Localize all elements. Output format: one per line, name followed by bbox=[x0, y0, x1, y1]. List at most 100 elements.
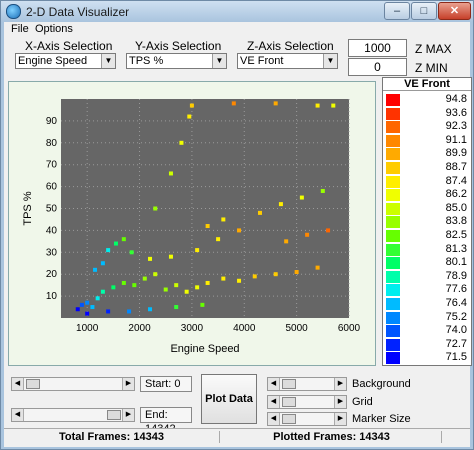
legend-row: 93.6 bbox=[383, 107, 471, 121]
scroll-right-icon[interactable]: ▶ bbox=[334, 413, 346, 425]
end-frame-field: End: 14342 bbox=[140, 407, 192, 435]
data-point bbox=[237, 228, 242, 233]
x-axis-dropdown[interactable]: Engine Speed ▼ bbox=[15, 53, 116, 69]
grid-slider[interactable]: ◀ ▶ bbox=[267, 395, 347, 409]
x-axis-dropdown-value: Engine Speed bbox=[18, 55, 88, 67]
legend-row: 82.5 bbox=[383, 229, 471, 243]
legend-value: 83.8 bbox=[445, 215, 467, 228]
data-point bbox=[331, 103, 336, 108]
scroll-right-icon[interactable]: ▶ bbox=[122, 378, 134, 390]
legend-row: 77.6 bbox=[383, 283, 471, 297]
scroll-thumb[interactable] bbox=[282, 397, 296, 407]
scroll-left-icon[interactable]: ◀ bbox=[268, 413, 280, 425]
maximize-button[interactable]: □ bbox=[411, 2, 437, 20]
background-slider[interactable]: ◀ ▶ bbox=[267, 377, 347, 391]
start-frame-scrollbar[interactable]: ◀ ▶ bbox=[11, 377, 135, 391]
legend-value: 87.4 bbox=[445, 174, 467, 187]
scroll-thumb[interactable] bbox=[282, 379, 296, 389]
data-point bbox=[315, 103, 320, 108]
legend-row: 76.4 bbox=[383, 297, 471, 311]
legend-value: 71.5 bbox=[445, 351, 467, 364]
chevron-down-icon: ▼ bbox=[212, 54, 226, 68]
x-axis-label: Engine Speed bbox=[170, 343, 239, 355]
legend-swatch bbox=[386, 189, 400, 202]
y-axis-dropdown[interactable]: TPS % ▼ bbox=[126, 53, 227, 69]
data-point bbox=[85, 300, 90, 305]
z-axis-selection-label: Z-Axis Selection bbox=[247, 39, 334, 53]
legend-swatch bbox=[386, 202, 400, 215]
legend-header: VE Front bbox=[383, 78, 471, 91]
data-point bbox=[299, 195, 304, 200]
scroll-thumb[interactable] bbox=[26, 379, 40, 389]
legend-value: 74.0 bbox=[445, 324, 467, 337]
data-point bbox=[100, 261, 105, 266]
title-bar[interactable]: 2-D Data Visualizer ‒ □ ✕ bbox=[1, 1, 473, 22]
end-frame-scrollbar[interactable]: ◀ ▶ bbox=[11, 408, 135, 422]
y-tick-label: 70 bbox=[46, 160, 58, 171]
data-point bbox=[221, 276, 226, 281]
scroll-left-icon[interactable]: ◀ bbox=[268, 396, 280, 408]
data-point bbox=[257, 210, 262, 215]
scroll-left-icon[interactable]: ◀ bbox=[12, 378, 24, 390]
legend-swatch bbox=[386, 311, 400, 324]
legend-value: 78.9 bbox=[445, 269, 467, 282]
data-point bbox=[100, 289, 105, 294]
z-max-label: Z MAX bbox=[415, 42, 452, 56]
close-button[interactable]: ✕ bbox=[438, 2, 471, 20]
legend-row: 88.7 bbox=[383, 161, 471, 175]
legend-swatch bbox=[386, 134, 400, 147]
legend-swatch bbox=[386, 298, 400, 310]
data-point bbox=[315, 265, 320, 270]
legend-row: 81.3 bbox=[383, 243, 471, 257]
legend-row: 78.9 bbox=[383, 270, 471, 284]
legend-row: 72.7 bbox=[383, 338, 471, 352]
scatter-chart[interactable]: 1000 2000 3000 4000 5000 6000 10 20 30 40 50 60 70 80… bbox=[9, 82, 375, 365]
data-point bbox=[79, 302, 84, 307]
data-point bbox=[179, 140, 184, 145]
menu-options[interactable]: Options bbox=[35, 23, 73, 35]
scroll-right-icon[interactable]: ▶ bbox=[334, 378, 346, 390]
data-point bbox=[111, 285, 116, 290]
marker-size-slider[interactable]: ◀ ▶ bbox=[267, 412, 347, 426]
scroll-right-icon[interactable]: ▶ bbox=[334, 396, 346, 408]
data-point bbox=[113, 241, 118, 246]
legend-swatch bbox=[386, 230, 400, 242]
x-axis-selection-label: X-Axis Selection bbox=[25, 39, 113, 53]
data-point bbox=[168, 171, 173, 176]
legend-value: 75.2 bbox=[445, 310, 467, 323]
data-point bbox=[148, 307, 153, 312]
plot-data-button[interactable]: Plot Data bbox=[201, 374, 257, 424]
data-point bbox=[129, 250, 134, 255]
data-point bbox=[174, 283, 179, 288]
legend-value: 86.2 bbox=[445, 188, 467, 201]
scroll-right-icon[interactable]: ▶ bbox=[122, 409, 134, 421]
data-point bbox=[294, 270, 299, 275]
legend-value: 85.0 bbox=[445, 201, 467, 214]
total-frames-status: Total Frames: 14343 bbox=[4, 431, 220, 443]
z-min-input[interactable]: 0 bbox=[348, 58, 407, 76]
minimize-button[interactable]: ‒ bbox=[384, 2, 410, 20]
legend-row: 80.1 bbox=[383, 256, 471, 270]
legend-swatch bbox=[386, 162, 400, 174]
plot-panel: 1000 2000 3000 4000 5000 6000 10 20 30 40 50 60 70 80… bbox=[8, 81, 376, 366]
menu-file[interactable]: File bbox=[11, 23, 29, 35]
data-point bbox=[216, 237, 221, 242]
scroll-thumb[interactable] bbox=[107, 410, 121, 420]
legend-row: 74.0 bbox=[383, 324, 471, 338]
legend-row: 85.0 bbox=[383, 202, 471, 216]
z-axis-dropdown[interactable]: VE Front ▼ bbox=[237, 53, 338, 69]
data-point bbox=[95, 296, 100, 301]
status-bar: Total Frames: 14343 Plotted Frames: 1434… bbox=[4, 428, 470, 446]
scroll-left-icon[interactable]: ◀ bbox=[268, 378, 280, 390]
color-legend: VE Front 94.8 93.6 92.3 91.1 89.9 88.7 87.4 86.… bbox=[382, 77, 472, 366]
data-point bbox=[221, 217, 226, 222]
legend-swatch bbox=[386, 257, 400, 270]
z-max-input[interactable]: 1000 bbox=[348, 39, 407, 57]
scroll-left-icon[interactable]: ◀ bbox=[12, 409, 24, 421]
data-point bbox=[326, 228, 331, 233]
data-point bbox=[148, 256, 153, 261]
data-point bbox=[106, 309, 111, 314]
legend-row: 71.5 bbox=[383, 351, 471, 365]
scroll-thumb[interactable] bbox=[282, 414, 296, 424]
legend-value: 76.4 bbox=[445, 297, 467, 309]
